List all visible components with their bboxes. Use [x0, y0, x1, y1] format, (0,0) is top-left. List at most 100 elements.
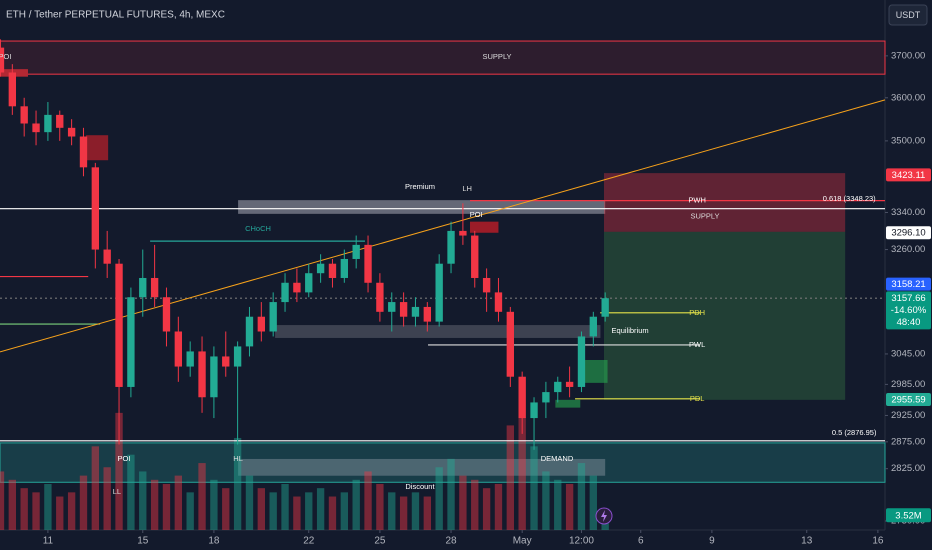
x-tick-label: 16 — [872, 536, 884, 547]
price-tag — [886, 168, 931, 182]
volume-bar — [139, 471, 147, 530]
candle-body — [376, 282, 384, 312]
volume-bar — [459, 475, 467, 530]
y-tick-label: 3500.00 — [891, 135, 925, 146]
volume-bar — [233, 437, 242, 530]
volume-bar — [435, 467, 443, 530]
x-tick-label: 15 — [137, 536, 149, 547]
y-tick-label: 2875.00 — [891, 436, 925, 447]
x-tick-label: 28 — [445, 536, 457, 547]
volume-bar — [115, 412, 123, 530]
candle-body — [32, 123, 40, 133]
x-tick-label: 11 — [43, 536, 54, 547]
currency-label[interactable]: USDT — [896, 10, 921, 20]
price-tag-label: 3158.21 — [891, 279, 925, 290]
volume-bar — [388, 492, 396, 530]
y-tick-label: 3700.00 — [891, 50, 925, 61]
candle-body — [554, 381, 562, 393]
annotation-label: SUPPLY — [690, 212, 719, 221]
candle-body — [186, 351, 194, 367]
candle-body — [8, 72, 17, 107]
volume-bar — [328, 496, 337, 530]
candle-body — [316, 263, 325, 274]
candle-body — [222, 356, 230, 367]
volume-bar — [257, 488, 266, 530]
candle-body — [20, 106, 28, 124]
currency-button[interactable] — [888, 4, 928, 26]
candle-body — [127, 297, 135, 387]
annotation-label: SUPPLY — [483, 52, 512, 61]
volume-bar — [20, 488, 28, 530]
zone — [470, 221, 499, 233]
candle-body — [245, 316, 254, 347]
volume-bar — [494, 483, 503, 530]
annotation-label: LL — [113, 487, 121, 496]
annotation-label: Discount — [405, 482, 435, 491]
volume-bar — [150, 479, 159, 530]
volume-bar — [542, 471, 550, 530]
annotation-label: PDL — [690, 394, 705, 403]
volume-bar — [471, 479, 479, 530]
zone — [581, 359, 608, 383]
volume-bar — [281, 483, 289, 530]
y-tick-label: 3600.00 — [891, 92, 925, 103]
annotation-label: PWH — [688, 196, 706, 205]
candle-body — [257, 316, 266, 332]
zone — [238, 458, 606, 476]
y-tick-label: 2985.00 — [891, 379, 925, 390]
volume-bar — [364, 471, 372, 530]
candle-body — [518, 376, 526, 419]
candle-body — [174, 331, 183, 367]
volume-bar — [210, 479, 218, 530]
annotation-label: LH — [462, 184, 472, 193]
candle-body — [328, 263, 337, 278]
annotation-label: 0.5 (2876.95) — [832, 428, 877, 437]
volume-bar — [127, 454, 135, 530]
volume-bar — [352, 479, 360, 530]
volume-bar — [103, 467, 111, 530]
plot-area: SUPPLY POI Premium LH CHoCH POI PWH 0.618 (3348… — [0, 39, 886, 530]
annotation-label: Equilibrium — [612, 326, 649, 335]
y-tick-label: 3045.00 — [891, 348, 925, 359]
trendline — [0, 99, 886, 353]
candle-body — [601, 298, 609, 317]
zone — [0, 40, 886, 75]
x-tick-label: 9 — [709, 536, 715, 547]
x-tick-label: 13 — [801, 536, 813, 547]
volume-bar — [447, 458, 455, 530]
zone — [86, 135, 109, 161]
y-tick-label: 3340.00 — [891, 207, 925, 218]
candle-body — [494, 292, 503, 312]
current-price-tag — [886, 291, 931, 330]
volume-bar — [44, 483, 52, 530]
annotation-label: POI — [0, 52, 11, 61]
candle-body — [506, 311, 514, 377]
volume-bar — [589, 475, 597, 530]
candle-body — [91, 167, 100, 250]
volume-bar — [340, 492, 349, 530]
x-tick-label: 6 — [638, 536, 644, 547]
zone — [275, 325, 601, 338]
price-tag-label: 3296.10 — [891, 228, 925, 239]
volume-bar — [518, 417, 526, 530]
candle-body — [542, 392, 550, 403]
volume-bar — [0, 471, 5, 530]
candle-body — [471, 235, 479, 278]
candle-body — [281, 282, 289, 303]
annotation-label: POI — [118, 454, 131, 463]
current-countdown: 48:40 — [897, 317, 921, 328]
volume-tag — [886, 508, 931, 523]
candle-body — [150, 277, 159, 298]
volume-bar — [376, 483, 384, 530]
volume-bar — [411, 492, 420, 530]
x-tick-label: 22 — [303, 536, 315, 547]
volume-bar — [577, 463, 586, 530]
lightning-glyph — [601, 510, 607, 522]
annotation-label: CHoCH — [245, 224, 271, 233]
x-tick-label: 12:00 — [569, 536, 594, 547]
candle-body — [0, 47, 5, 73]
price-tag — [886, 393, 931, 407]
price-tag — [886, 226, 931, 240]
